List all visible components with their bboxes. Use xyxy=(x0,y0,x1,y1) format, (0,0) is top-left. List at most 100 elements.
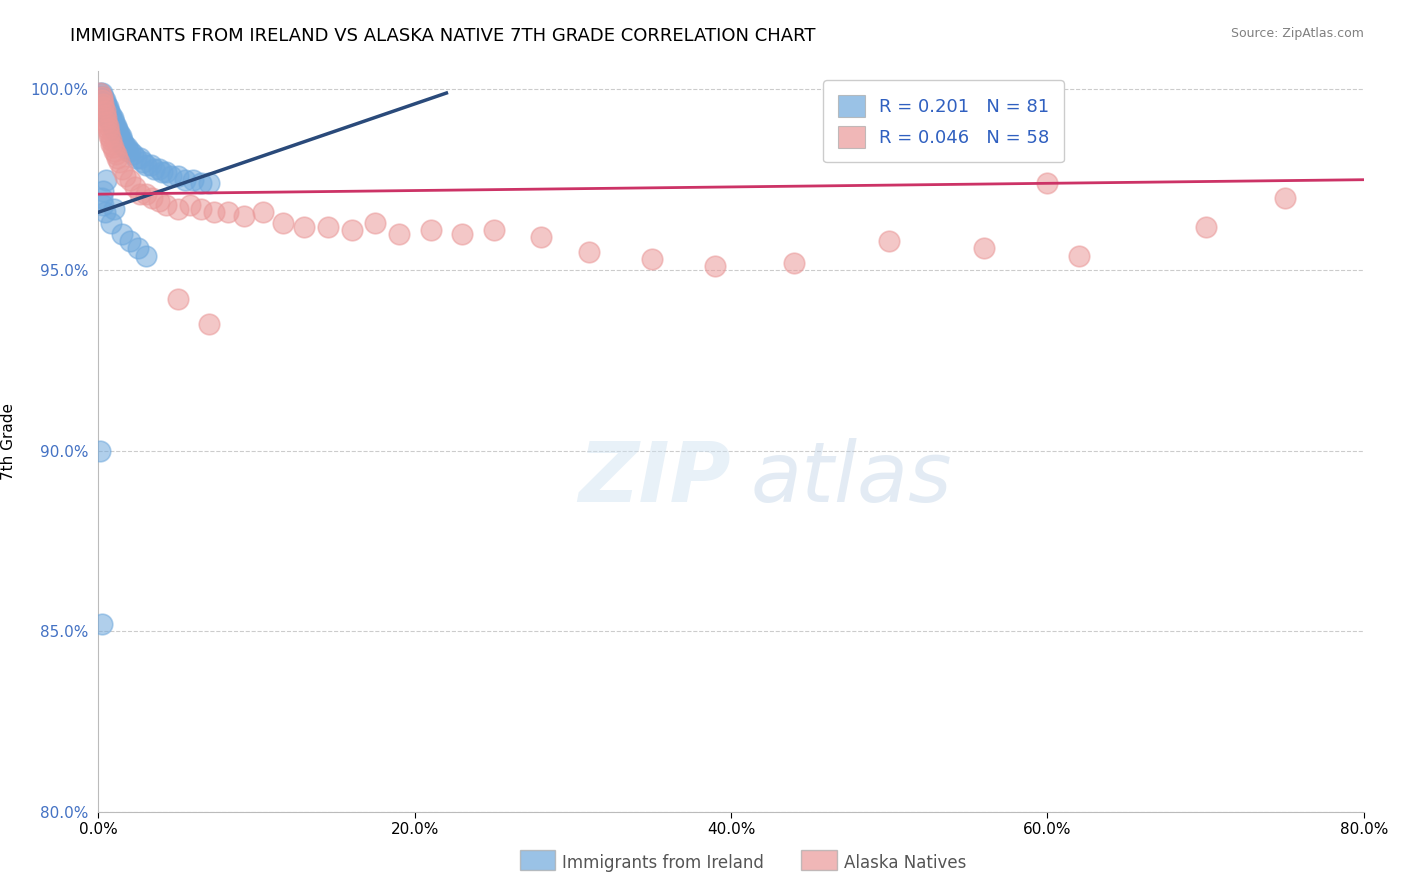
Point xyxy=(96,112,118,126)
Point xyxy=(150,165,173,179)
Point xyxy=(112,136,135,151)
Point xyxy=(96,108,118,122)
Point xyxy=(233,209,256,223)
Point xyxy=(783,256,806,270)
Point xyxy=(419,223,441,237)
Point xyxy=(183,172,205,186)
Point xyxy=(128,151,150,165)
Point xyxy=(97,108,120,122)
Text: ZIP: ZIP xyxy=(578,438,731,519)
Point xyxy=(166,292,188,306)
Point xyxy=(292,219,315,234)
Point xyxy=(108,129,131,144)
Point xyxy=(90,616,112,631)
Point xyxy=(90,89,112,103)
Point xyxy=(91,104,114,119)
Text: Source: ZipAtlas.com: Source: ZipAtlas.com xyxy=(1230,27,1364,40)
Point xyxy=(115,140,138,154)
Point xyxy=(103,115,125,129)
Point xyxy=(91,89,114,103)
Point xyxy=(132,154,155,169)
Point xyxy=(89,96,111,111)
Point xyxy=(98,104,121,119)
Point xyxy=(190,202,212,216)
Point xyxy=(90,96,112,111)
Point xyxy=(98,126,121,140)
Point xyxy=(127,241,149,255)
Point xyxy=(104,147,127,161)
Point xyxy=(135,187,157,202)
Point xyxy=(90,93,112,107)
Point xyxy=(877,234,900,248)
Point xyxy=(91,100,114,114)
Point xyxy=(91,93,114,107)
Point xyxy=(96,100,118,114)
Point xyxy=(111,161,134,176)
Point xyxy=(100,108,122,122)
Point xyxy=(90,86,112,100)
Point xyxy=(110,129,132,144)
Point xyxy=(89,443,111,458)
Point xyxy=(120,144,141,158)
Point xyxy=(103,144,125,158)
Point xyxy=(90,89,112,103)
Point xyxy=(641,252,664,267)
Point xyxy=(111,227,134,241)
Point xyxy=(91,96,114,111)
Point xyxy=(100,216,122,230)
Point xyxy=(114,140,136,154)
Point xyxy=(155,165,177,179)
Point xyxy=(114,169,136,183)
Point xyxy=(96,115,118,129)
Point xyxy=(93,104,117,119)
Point xyxy=(155,198,177,212)
Point xyxy=(1194,219,1216,234)
Point xyxy=(91,184,114,198)
Point xyxy=(117,144,139,158)
Point xyxy=(111,133,134,147)
Point xyxy=(122,147,145,161)
Point xyxy=(166,202,188,216)
Point xyxy=(120,172,141,186)
Point xyxy=(91,198,114,212)
Point xyxy=(198,177,221,191)
Text: IMMIGRANTS FROM IRELAND VS ALASKA NATIVE 7TH GRADE CORRELATION CHART: IMMIGRANTS FROM IRELAND VS ALASKA NATIVE… xyxy=(70,27,815,45)
Point xyxy=(98,129,121,144)
Point xyxy=(107,151,129,165)
Point xyxy=(90,93,112,107)
Point xyxy=(93,108,117,122)
Point xyxy=(97,100,120,114)
Text: Immigrants from Ireland: Immigrants from Ireland xyxy=(562,854,765,871)
Point xyxy=(973,241,995,255)
Point xyxy=(124,180,146,194)
Point xyxy=(148,161,170,176)
Point xyxy=(100,133,122,147)
Point xyxy=(1036,177,1059,191)
Point xyxy=(97,104,120,119)
Point xyxy=(108,126,131,140)
Point xyxy=(96,96,118,111)
Point xyxy=(252,205,274,219)
Point xyxy=(578,244,600,259)
Point xyxy=(166,169,188,183)
Point xyxy=(101,112,124,126)
Point xyxy=(530,230,553,244)
Point xyxy=(93,205,117,219)
Point xyxy=(93,108,117,122)
Point xyxy=(103,122,125,136)
Legend: R = 0.201   N = 81, R = 0.046   N = 58: R = 0.201 N = 81, R = 0.046 N = 58 xyxy=(823,80,1064,162)
Point xyxy=(108,154,131,169)
Point xyxy=(364,216,387,230)
Point xyxy=(1274,191,1296,205)
Point xyxy=(111,136,134,151)
Point xyxy=(100,115,122,129)
Point xyxy=(1067,248,1090,262)
Point xyxy=(217,205,239,219)
Point xyxy=(91,100,114,114)
Point xyxy=(202,205,225,219)
Point xyxy=(100,112,122,126)
Point xyxy=(93,100,117,114)
Point xyxy=(98,112,121,126)
Point xyxy=(100,136,122,151)
Point xyxy=(160,169,183,183)
